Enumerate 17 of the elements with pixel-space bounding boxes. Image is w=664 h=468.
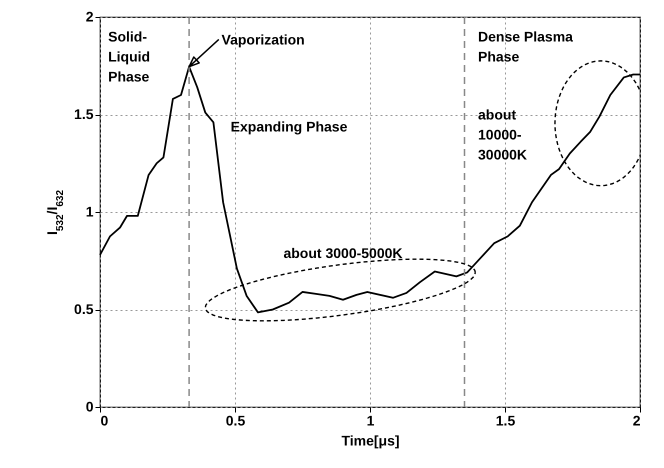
x-tick-label: 1.5 [496, 412, 516, 428]
annotation: about 10000- 30000K [478, 106, 528, 163]
annotation: Expanding Phase [230, 118, 348, 134]
annotation: Dense Plasma Phase [478, 28, 574, 65]
x-tick-label: 1 [366, 412, 375, 428]
x-tick-label: 0.5 [226, 412, 246, 428]
x-tick-label: 2 [632, 412, 641, 428]
y-tick-label: 0.5 [74, 301, 94, 317]
y-tick-label: 2 [86, 8, 94, 24]
y-tick-label: 1 [86, 204, 94, 220]
annotation: Vaporization [222, 32, 305, 48]
annotation: Solid- Liquid Phase [108, 28, 150, 85]
x-axis-title: Time[μs] [341, 432, 400, 448]
annotation: about 3000-5000K [283, 245, 403, 262]
x-tick-label: 0 [100, 412, 108, 428]
y-tick-label: 0 [86, 398, 94, 414]
y-tick-label: 1.5 [74, 106, 94, 122]
